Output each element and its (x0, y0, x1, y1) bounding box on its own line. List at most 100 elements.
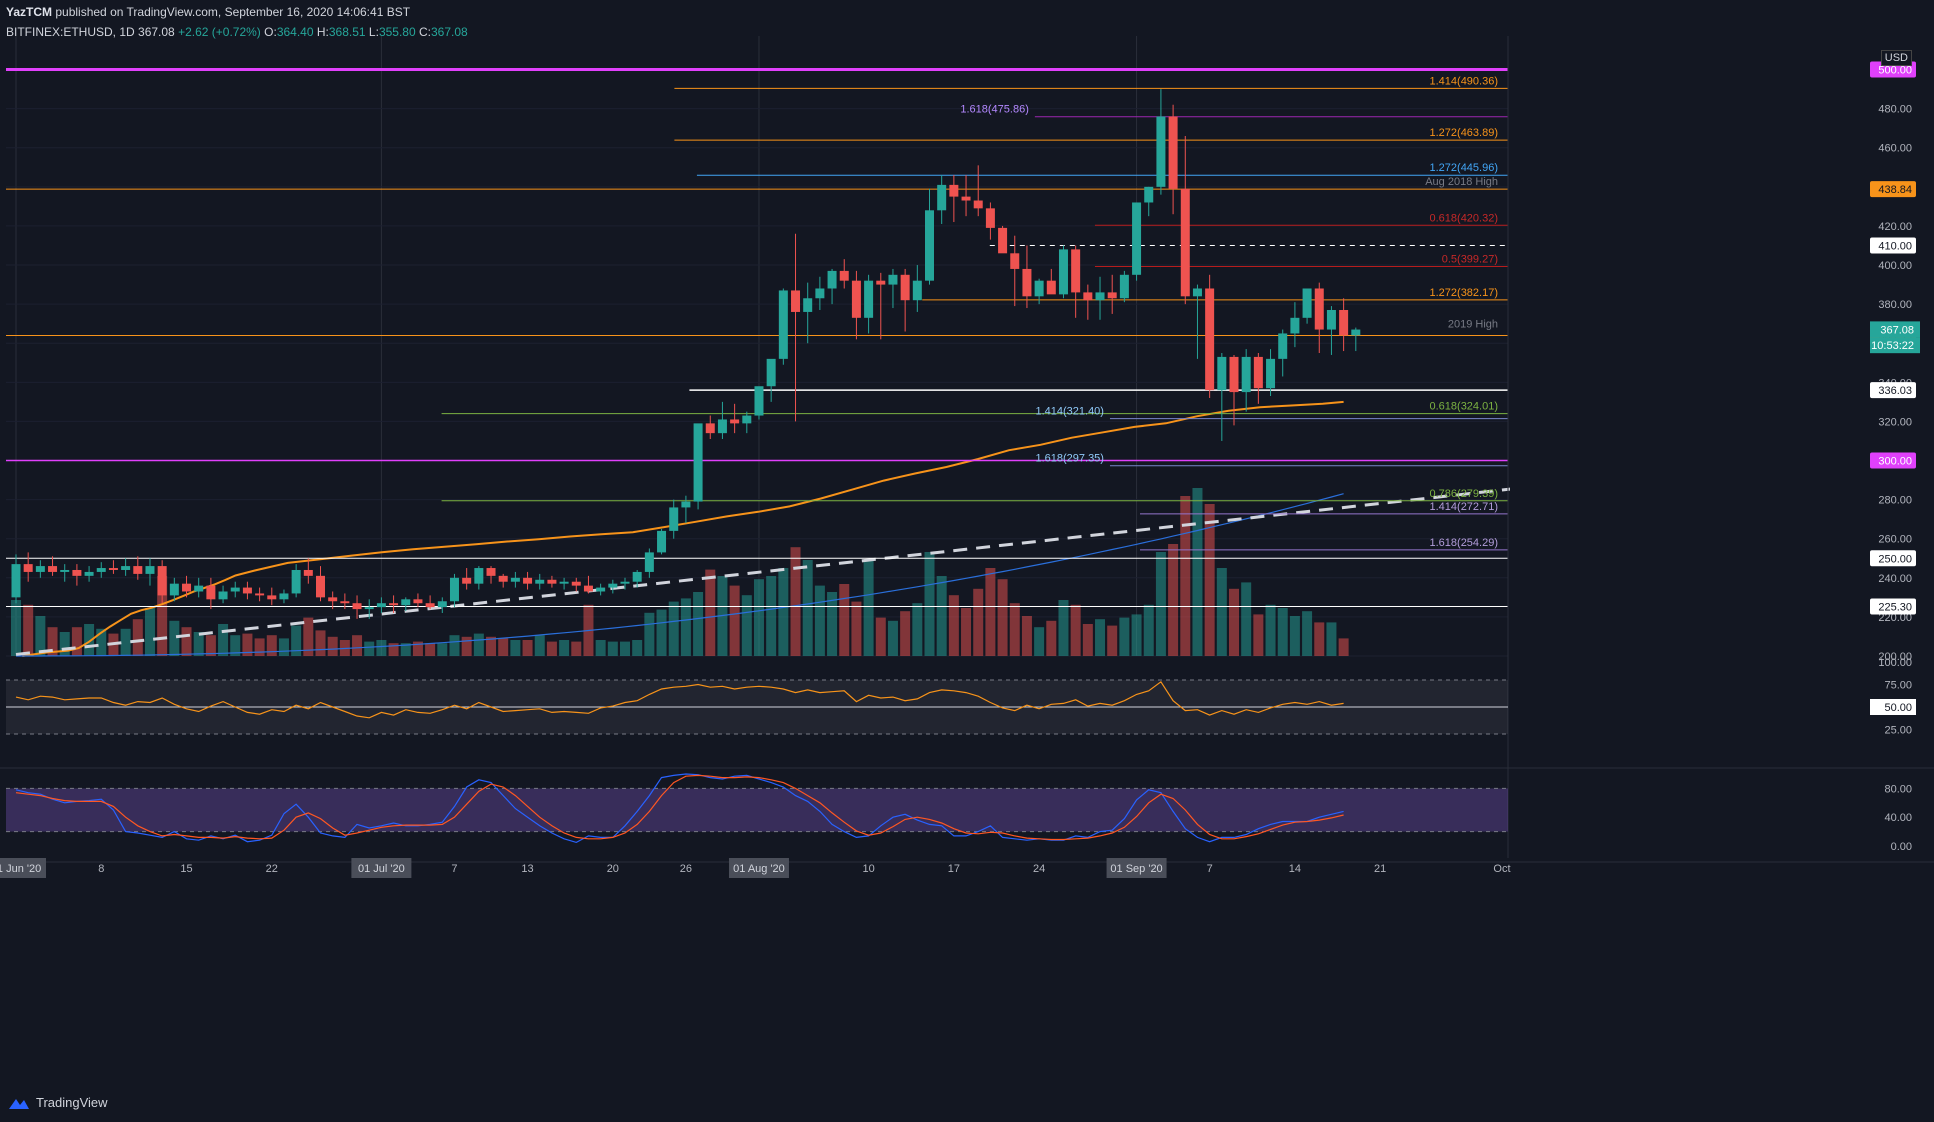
candle-body (255, 593, 265, 596)
candle-body (937, 184, 947, 211)
tradingview-brand[interactable]: TradingView (8, 1095, 108, 1110)
volume-bar (1289, 616, 1300, 656)
volume-bar (461, 636, 472, 656)
volume-bar (1143, 604, 1154, 656)
candle-body (644, 552, 654, 572)
candle-body (133, 566, 143, 574)
volume-bar (425, 643, 436, 656)
volume-bar (1277, 608, 1288, 656)
candle-body (486, 568, 496, 576)
volume-bar (132, 619, 143, 656)
stoch-band (6, 788, 1508, 832)
date-tick-label: 20 (607, 863, 619, 875)
level-label: 2019 High (1448, 319, 1498, 331)
candle-body (535, 579, 545, 584)
date-tick-label: 26 (680, 863, 692, 875)
candle-body (1071, 249, 1081, 293)
candle-body (279, 593, 289, 600)
volume-bar (693, 592, 704, 656)
price-tick-label: 220.00 (1878, 612, 1912, 624)
candle-body (364, 607, 374, 610)
volume-bar (510, 640, 521, 656)
date-tick-label: 01 Sep '20 (1110, 863, 1162, 875)
date-tick-label: 21 (1374, 863, 1386, 875)
candle-body (1010, 253, 1020, 269)
volume-bar (1155, 552, 1166, 656)
close-value: 367.08 (430, 25, 468, 39)
volume-bar (1326, 622, 1337, 656)
author-name[interactable]: YazTCM (6, 5, 53, 19)
stoch-tick-label: 0.00 (1891, 841, 1912, 853)
candle-body (1266, 358, 1276, 389)
candle-body (888, 274, 898, 285)
volume-bar (997, 579, 1008, 656)
candle-body (316, 575, 325, 598)
volume-bar (315, 630, 326, 656)
high-value: 368.51 (328, 25, 366, 39)
candle-body (1351, 329, 1361, 336)
candle-body (1253, 356, 1263, 389)
candle-body (437, 601, 447, 608)
volume-bar (705, 569, 716, 656)
volume-bar (1216, 568, 1227, 656)
volume-bar (1229, 588, 1239, 656)
volume-bar (680, 598, 691, 656)
chart-header: YazTCM published on TradingView.com, Sep… (6, 4, 468, 40)
volume-bar (1095, 619, 1106, 656)
volume-bar (1265, 604, 1276, 656)
date-tick-label: 10 (862, 863, 874, 875)
volume-bar (571, 641, 582, 656)
volume-bar (851, 601, 862, 656)
volume-bar (1241, 582, 1252, 656)
candle-body (474, 568, 484, 584)
volume-bar (449, 635, 460, 656)
volume-bar (96, 628, 107, 656)
stoch-tick-label: 40.00 (1884, 812, 1912, 824)
candle-body (291, 569, 301, 594)
volume-bar (218, 624, 229, 656)
candle-body (145, 566, 155, 574)
volume-bar (1009, 603, 1020, 656)
price-tick-label: 480.00 (1878, 104, 1912, 116)
candle-body (498, 575, 508, 582)
date-tick-box (1106, 858, 1167, 878)
candle-body (376, 603, 386, 608)
volume-bar (644, 612, 655, 656)
date-tick-label: 7 (451, 863, 457, 875)
candle-body (998, 227, 1008, 254)
currency-label[interactable]: USD (1880, 50, 1912, 66)
volume-bar (875, 617, 886, 656)
candle-body (693, 423, 703, 502)
candle-body (669, 507, 679, 531)
date-tick-label: 13 (521, 863, 533, 875)
open-value: 364.40 (276, 25, 314, 39)
price-change: +2.62 (+0.72%) (178, 25, 261, 39)
price-tick-label: 420.00 (1878, 221, 1912, 233)
symbol-label[interactable]: BITFINEX:ETHUSD, 1D (6, 25, 135, 39)
level-tag-label: 500.00 (1878, 65, 1912, 77)
price-tick-label: 320.00 (1878, 416, 1912, 428)
volume-bar (802, 560, 813, 656)
candle-body (961, 196, 971, 201)
candle-body (583, 585, 593, 592)
candle-body (778, 290, 788, 359)
volume-bar (205, 635, 216, 656)
volume-bar (790, 547, 801, 656)
date-tick-label: 01 Jun '20 (0, 863, 41, 875)
volume-bar (912, 603, 923, 656)
volume-bar (23, 604, 34, 656)
candle-body (766, 358, 776, 387)
volume-bar (863, 560, 874, 656)
candle-body (1119, 274, 1129, 299)
candle-body (510, 577, 520, 582)
date-tick-label: 01 Aug '20 (733, 863, 785, 875)
candle-body (791, 290, 801, 312)
volume-bar (437, 643, 448, 656)
volume-bar (1058, 600, 1069, 656)
candle-body (242, 587, 252, 594)
volume-bar (936, 576, 947, 656)
volume-bar (729, 585, 740, 656)
candle-body (96, 568, 106, 572)
candle-body (815, 288, 825, 299)
